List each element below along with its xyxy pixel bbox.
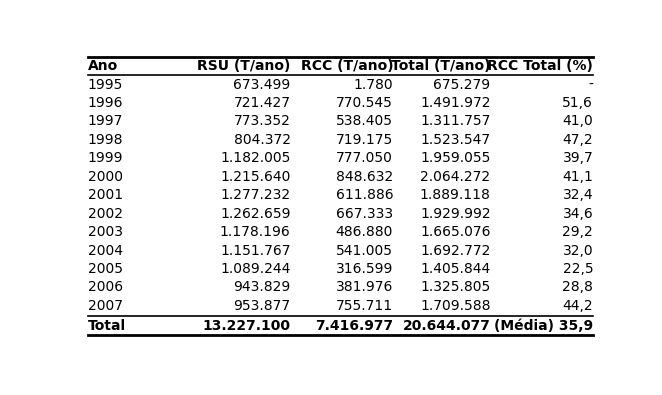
Text: 32,4: 32,4 bbox=[563, 188, 593, 202]
Text: 675.279: 675.279 bbox=[434, 77, 491, 92]
Text: 1.692.772: 1.692.772 bbox=[420, 244, 491, 258]
Text: 721.427: 721.427 bbox=[234, 96, 291, 110]
Text: 2006: 2006 bbox=[88, 280, 123, 294]
Text: 22,5: 22,5 bbox=[563, 262, 593, 276]
Text: 2003: 2003 bbox=[88, 225, 123, 239]
Text: 943.829: 943.829 bbox=[233, 280, 291, 294]
Text: 51,6: 51,6 bbox=[562, 96, 593, 110]
Text: 47,2: 47,2 bbox=[563, 133, 593, 147]
Text: 41,1: 41,1 bbox=[562, 170, 593, 184]
Text: 953.877: 953.877 bbox=[234, 299, 291, 313]
Text: 1.182.005: 1.182.005 bbox=[220, 151, 291, 166]
Text: 1.178.196: 1.178.196 bbox=[220, 225, 291, 239]
Text: 848.632: 848.632 bbox=[336, 170, 393, 184]
Text: RCC (T/ano): RCC (T/ano) bbox=[301, 59, 393, 73]
Text: Total (T/ano): Total (T/ano) bbox=[391, 59, 491, 73]
Text: 755.711: 755.711 bbox=[336, 299, 393, 313]
Text: 1998: 1998 bbox=[88, 133, 123, 147]
Text: 719.175: 719.175 bbox=[336, 133, 393, 147]
Text: 1.151.767: 1.151.767 bbox=[220, 244, 291, 258]
Text: 1.262.659: 1.262.659 bbox=[220, 207, 291, 221]
Text: RCC Total (%): RCC Total (%) bbox=[487, 59, 593, 73]
Text: 667.333: 667.333 bbox=[336, 207, 393, 221]
Text: 2002: 2002 bbox=[88, 207, 123, 221]
Text: 673.499: 673.499 bbox=[233, 77, 291, 92]
Text: 1.311.757: 1.311.757 bbox=[420, 115, 491, 128]
Text: 2005: 2005 bbox=[88, 262, 123, 276]
Text: 1.959.055: 1.959.055 bbox=[420, 151, 491, 166]
Text: 611.886: 611.886 bbox=[336, 188, 393, 202]
Text: 39,7: 39,7 bbox=[563, 151, 593, 166]
Text: 41,0: 41,0 bbox=[563, 115, 593, 128]
Text: 29,2: 29,2 bbox=[563, 225, 593, 239]
Text: 1.709.588: 1.709.588 bbox=[420, 299, 491, 313]
Text: 773.352: 773.352 bbox=[234, 115, 291, 128]
Text: 2000: 2000 bbox=[88, 170, 123, 184]
Text: 32,0: 32,0 bbox=[563, 244, 593, 258]
Text: 486.880: 486.880 bbox=[336, 225, 393, 239]
Text: 20.644.077: 20.644.077 bbox=[402, 319, 491, 333]
Text: 381.976: 381.976 bbox=[336, 280, 393, 294]
Text: 1996: 1996 bbox=[88, 96, 123, 110]
Text: 1.889.118: 1.889.118 bbox=[420, 188, 491, 202]
Text: 1.929.992: 1.929.992 bbox=[420, 207, 491, 221]
Text: 804.372: 804.372 bbox=[234, 133, 291, 147]
Text: 2007: 2007 bbox=[88, 299, 123, 313]
Text: 1.523.547: 1.523.547 bbox=[420, 133, 491, 147]
Text: 1.215.640: 1.215.640 bbox=[220, 170, 291, 184]
Text: 1.277.232: 1.277.232 bbox=[220, 188, 291, 202]
Text: RSU (T/ano): RSU (T/ano) bbox=[197, 59, 291, 73]
Text: 7.416.977: 7.416.977 bbox=[315, 319, 393, 333]
Text: (Média) 35,9: (Média) 35,9 bbox=[494, 319, 593, 333]
Text: 34,6: 34,6 bbox=[563, 207, 593, 221]
Text: 770.545: 770.545 bbox=[336, 96, 393, 110]
Text: 541.005: 541.005 bbox=[336, 244, 393, 258]
Text: 538.405: 538.405 bbox=[336, 115, 393, 128]
Text: 2001: 2001 bbox=[88, 188, 123, 202]
Text: 1.665.076: 1.665.076 bbox=[420, 225, 491, 239]
Text: Ano: Ano bbox=[88, 59, 118, 73]
Text: Total: Total bbox=[88, 319, 126, 333]
Text: 1.491.972: 1.491.972 bbox=[420, 96, 491, 110]
Text: 1999: 1999 bbox=[88, 151, 123, 166]
Text: 13.227.100: 13.227.100 bbox=[203, 319, 291, 333]
Text: 28,8: 28,8 bbox=[562, 280, 593, 294]
Text: 777.050: 777.050 bbox=[336, 151, 393, 166]
Text: 1.325.805: 1.325.805 bbox=[420, 280, 491, 294]
Text: 1.405.844: 1.405.844 bbox=[420, 262, 491, 276]
Text: -: - bbox=[589, 77, 593, 92]
Text: 1.089.244: 1.089.244 bbox=[220, 262, 291, 276]
Text: 1.780: 1.780 bbox=[354, 77, 393, 92]
Text: 316.599: 316.599 bbox=[336, 262, 393, 276]
Text: 2004: 2004 bbox=[88, 244, 123, 258]
Text: 2.064.272: 2.064.272 bbox=[420, 170, 491, 184]
Text: 1997: 1997 bbox=[88, 115, 123, 128]
Text: 1995: 1995 bbox=[88, 77, 123, 92]
Text: 44,2: 44,2 bbox=[563, 299, 593, 313]
